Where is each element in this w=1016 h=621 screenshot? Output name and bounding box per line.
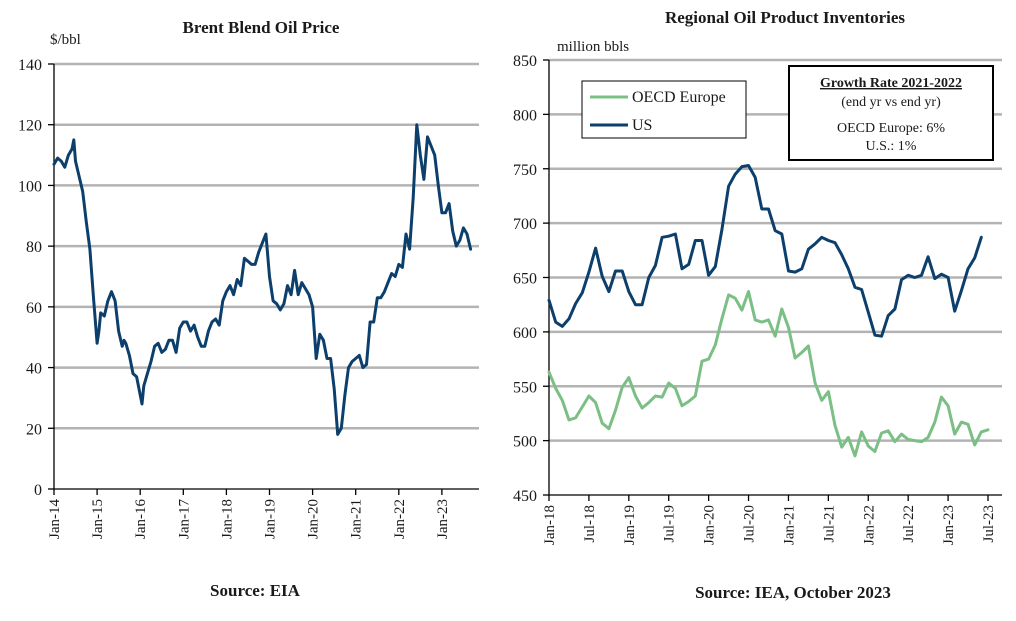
annotation-line-oecd: OECD Europe: 6%	[837, 121, 945, 136]
y-tick-label: 60	[26, 300, 42, 317]
x-tick-label: Jul-18	[582, 505, 598, 543]
annotation-subtitle: (end yr vs end yr)	[841, 95, 941, 110]
x-tick-label: Jan-19	[263, 499, 279, 539]
y-tick-label: 850	[513, 53, 537, 70]
x-tick-label: Jan-17	[176, 499, 192, 539]
y-tick-label: 100	[18, 178, 42, 195]
annotation-box	[788, 65, 994, 161]
left-y-unit-label: $/bbl	[50, 32, 81, 48]
y-tick-label: 450	[513, 488, 537, 505]
x-tick-label: Jan-16	[133, 499, 149, 539]
legend: OECD Europe US	[581, 80, 747, 139]
x-tick-label: Jan-23	[435, 499, 451, 539]
x-tick-label: Jul-19	[662, 505, 678, 543]
y-tick-label: 80	[26, 239, 42, 256]
y-tick-label: 650	[513, 271, 537, 288]
brent-price-chart: Brent Blend Oil Price $/bbl 0 20 40 60 80 100…	[18, 18, 479, 600]
right-y-unit-label: million bbls	[557, 39, 629, 55]
x-tick-label: Jan-14	[47, 499, 63, 539]
legend-label-us: US	[632, 117, 652, 134]
x-tick-label: Jan-21	[349, 499, 365, 539]
right-chart-title: Regional Oil Product Inventories	[665, 8, 905, 27]
legend-label-oecd-europe: OECD Europe	[632, 89, 726, 106]
annotation-line-us: U.S.: 1%	[866, 139, 917, 154]
left-chart-title: Brent Blend Oil Price	[183, 18, 340, 37]
y-tick-label: 700	[513, 216, 537, 233]
y-tick-label: 750	[513, 162, 537, 179]
y-tick-label: 140	[18, 57, 42, 74]
right-source-note: Source: IEA, October 2023	[695, 583, 891, 602]
x-tick-label: Jan-18	[219, 499, 235, 539]
y-tick-label: 500	[513, 434, 537, 451]
x-tick-label: Jul-20	[742, 505, 758, 543]
y-tick-label: 600	[513, 325, 537, 342]
growth-rate-annotation: Growth Rate 2021-2022 (end yr vs end yr)…	[788, 65, 994, 161]
x-tick-label: Jul-23	[981, 505, 997, 543]
y-tick-label: 0	[34, 482, 42, 499]
x-tick-label: Jan-15	[90, 499, 106, 539]
annotation-title: Growth Rate 2021-2022	[820, 76, 962, 91]
x-tick-label: Jan-19	[622, 505, 638, 545]
series-line-oecd-europe	[547, 290, 990, 458]
x-tick-label: Jul-22	[901, 505, 917, 543]
legend-box	[581, 80, 747, 139]
y-tick-label: 550	[513, 379, 537, 396]
y-tick-label: 800	[513, 107, 537, 124]
y-tick-label: 20	[26, 421, 42, 438]
x-tick-label: Jan-22	[861, 505, 877, 545]
x-tick-label: Jan-20	[702, 505, 718, 545]
y-tick-label: 40	[26, 361, 42, 378]
x-tick-label: Jul-21	[821, 505, 837, 543]
left-source-note: Source: EIA	[210, 581, 301, 600]
y-tick-label: 120	[18, 118, 42, 135]
x-tick-label: Jan-22	[392, 499, 408, 539]
x-tick-label: Jan-20	[306, 499, 322, 539]
x-tick-label: Jan-18	[542, 505, 558, 545]
x-tick-label: Jan-23	[941, 505, 957, 545]
series-line-brent	[52, 123, 473, 436]
inventories-chart: Regional Oil Product Inventories million…	[513, 8, 1002, 602]
x-tick-label: Jan-21	[781, 505, 797, 545]
series-line-us	[547, 164, 983, 338]
